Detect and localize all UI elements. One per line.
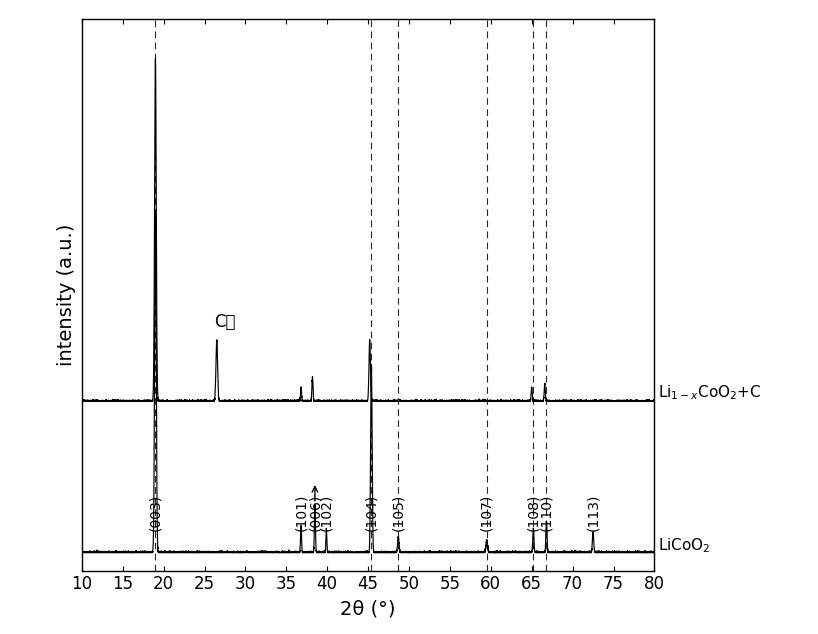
- Text: LiCoO$_2$: LiCoO$_2$: [658, 537, 711, 555]
- Text: (006): (006): [308, 494, 322, 531]
- Text: (113): (113): [586, 493, 600, 531]
- Text: (105): (105): [391, 494, 406, 531]
- Text: C峰: C峰: [214, 313, 236, 330]
- Text: (003): (003): [148, 494, 163, 531]
- Text: (101): (101): [294, 493, 308, 531]
- Text: (104): (104): [364, 494, 379, 531]
- Text: (102): (102): [319, 494, 334, 531]
- Y-axis label: intensity (a.u.): intensity (a.u.): [57, 224, 76, 366]
- Text: (110): (110): [539, 493, 554, 531]
- X-axis label: 2θ (°): 2θ (°): [340, 599, 396, 618]
- Text: (107): (107): [479, 494, 494, 531]
- Text: (108): (108): [526, 493, 541, 531]
- Text: Li$_{1-x}$CoO$_2$+C: Li$_{1-x}$CoO$_2$+C: [658, 383, 762, 402]
